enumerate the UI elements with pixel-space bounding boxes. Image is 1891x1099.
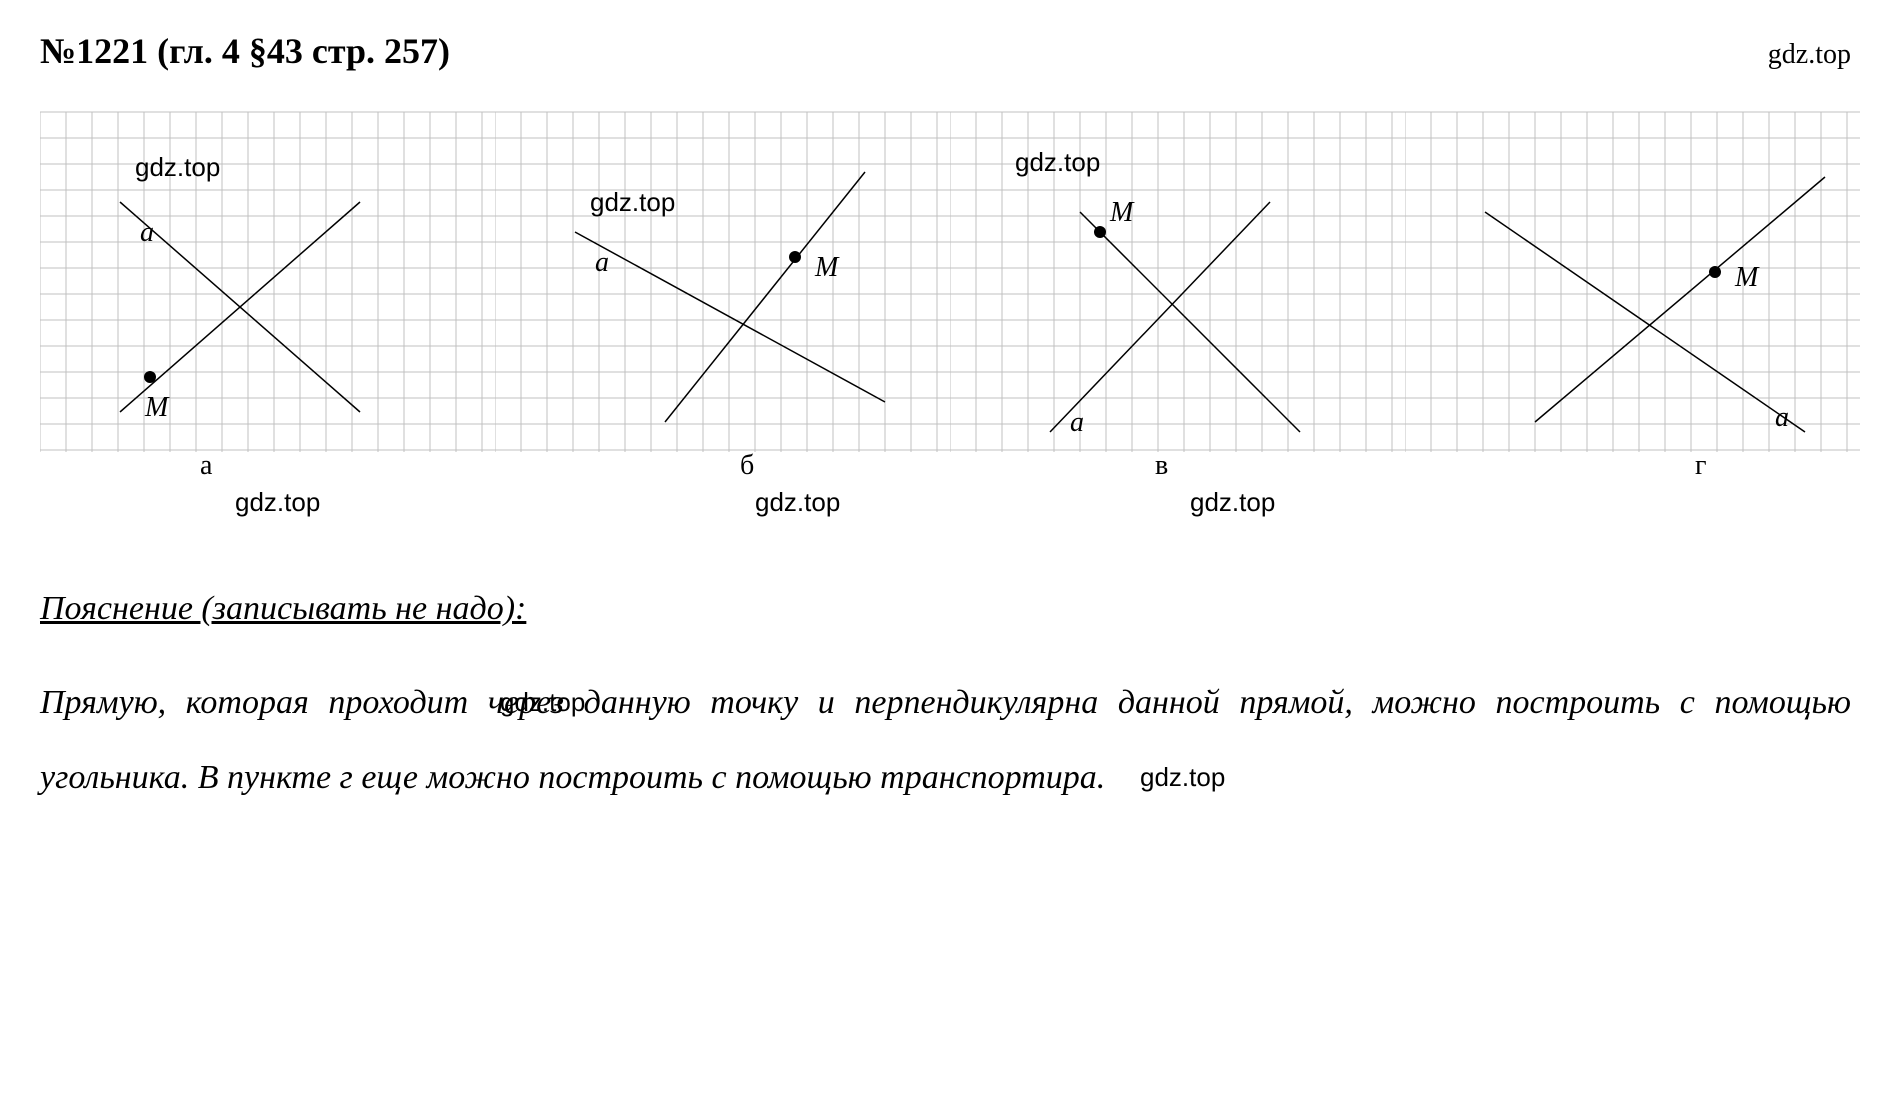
panel-label-a: а (200, 450, 212, 482)
explanation-section: Пояснение (записывать не надо): Прямую, … (40, 582, 1851, 816)
line-label-a-a: a (140, 217, 154, 249)
panel-label-d: г (1695, 450, 1706, 482)
line-label-a-d: a (1775, 402, 1789, 434)
panel-label-c: в (1155, 450, 1168, 482)
point-label-m-b: M (815, 252, 838, 284)
line-label-a-c: a (1070, 407, 1084, 439)
diagram-c: aMвgdz.topgdz.top (950, 92, 1405, 472)
header-row: №1221 (гл. 4 §43 стр. 257) gdz.top (40, 30, 1851, 72)
problem-title: №1221 (гл. 4 §43 стр. 257) (40, 30, 450, 72)
point-label-m-c: M (1110, 197, 1133, 229)
panel-label-b: б (740, 450, 754, 482)
header-watermark: gdz.top (1768, 39, 1851, 71)
diagram-svg-a (40, 92, 495, 472)
panel-watermark-a: gdz.top (135, 152, 220, 183)
diagram-svg-b (495, 92, 950, 472)
panel-watermark-bottom-c: gdz.top (1190, 487, 1275, 518)
diagram-d: aMг (1405, 92, 1860, 472)
explanation-watermark-1: gdz.top (500, 687, 585, 718)
panel-watermark-bottom-a: gdz.top (235, 487, 320, 518)
explanation-watermark-2: gdz.top (1140, 762, 1225, 793)
explanation-title: Пояснение (записывать не надо): (40, 582, 1851, 636)
point-label-m-a: M (145, 392, 168, 424)
panel-watermark-c: gdz.top (1015, 147, 1100, 178)
diagram-b: aMбgdz.topgdz.top (495, 92, 950, 472)
panel-watermark-b: gdz.top (590, 187, 675, 218)
diagram-a: aMаgdz.topgdz.top (40, 92, 495, 472)
line-label-a-b: a (595, 247, 609, 279)
panel-watermark-bottom-b: gdz.top (755, 487, 840, 518)
point-label-m-d: M (1735, 262, 1758, 294)
explanation-text: Прямую, которая проходит через данную то… (40, 666, 1851, 816)
diagrams-container: aMаgdz.topgdz.top aMбgdz.topgdz.top aMвg… (40, 92, 1860, 522)
diagram-svg-d (1405, 92, 1860, 472)
